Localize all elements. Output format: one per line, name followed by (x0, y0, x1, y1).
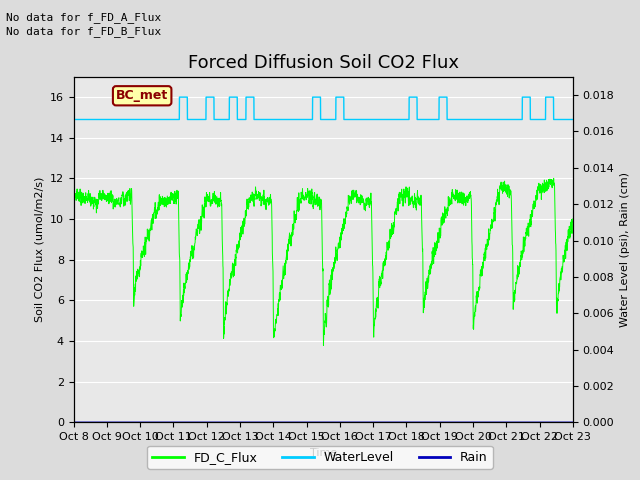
Y-axis label: Water Level (psi), Rain (cm): Water Level (psi), Rain (cm) (620, 172, 630, 327)
Title: Forced Diffusion Soil CO2 Flux: Forced Diffusion Soil CO2 Flux (188, 54, 459, 72)
Legend: FD_C_Flux, WaterLevel, Rain: FD_C_Flux, WaterLevel, Rain (147, 446, 493, 469)
Y-axis label: Soil CO2 Flux (umol/m2/s): Soil CO2 Flux (umol/m2/s) (34, 177, 44, 322)
Text: No data for f_FD_A_Flux: No data for f_FD_A_Flux (6, 12, 162, 23)
Text: No data for f_FD_B_Flux: No data for f_FD_B_Flux (6, 26, 162, 37)
Text: BC_met: BC_met (116, 89, 168, 102)
X-axis label: Time: Time (310, 448, 337, 457)
